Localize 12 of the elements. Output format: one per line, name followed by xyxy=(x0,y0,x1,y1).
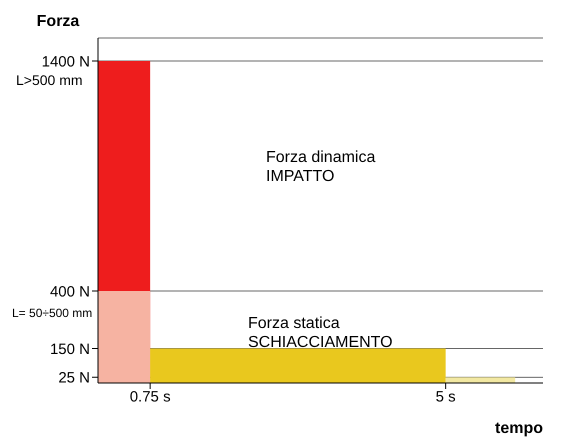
text: L= 50÷500 mm xyxy=(12,306,92,320)
x-axis-title: tempo xyxy=(495,420,544,437)
y-tick-label: 150 N xyxy=(50,340,90,358)
annotation: Forza statica SCHIACCIAMENTO xyxy=(248,314,393,352)
y-axis-title: Forza xyxy=(36,13,80,30)
y-tick-label: 400 N xyxy=(50,283,90,300)
text: L>500 mm xyxy=(16,72,83,89)
annotation: Forza dinamica IMPATTO xyxy=(266,148,376,186)
x-tick-label: 5 s xyxy=(436,388,456,406)
y-tick-label: 1400 N xyxy=(42,53,90,70)
y-tick-label: 25 N xyxy=(58,370,90,387)
x-tick-label: 0.75 s xyxy=(130,388,171,406)
